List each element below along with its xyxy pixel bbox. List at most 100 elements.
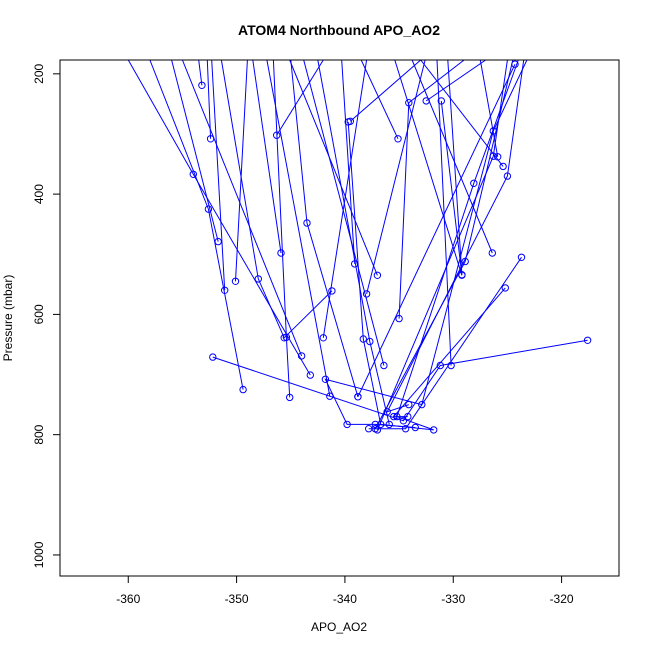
data-point — [411, 423, 419, 432]
data-point — [418, 400, 426, 409]
series-line-29 — [171, 60, 219, 242]
y-tick-label: 200 — [32, 64, 46, 84]
data-point — [399, 417, 408, 425]
series-line-35 — [420, 60, 504, 167]
data-point — [517, 253, 526, 261]
series-line-21 — [349, 60, 422, 122]
data-point — [458, 271, 466, 279]
data-point — [430, 426, 438, 434]
x-tick-label: -350 — [225, 592, 249, 606]
data-point — [306, 371, 314, 379]
series-line-13 — [289, 60, 378, 276]
data-point — [354, 393, 362, 401]
data-point — [326, 392, 334, 400]
data-point — [198, 81, 206, 90]
data-point — [390, 412, 398, 421]
chart-title: ATOM4 Northbound APO_AO2 — [238, 22, 440, 38]
data-point — [511, 60, 519, 68]
data-point — [239, 385, 247, 394]
series-line-1 — [347, 60, 519, 431]
series-line-23 — [360, 60, 399, 140]
y-axis: 200 400 600 800 1000 — [32, 64, 60, 568]
data-point — [254, 275, 262, 283]
series-line-12 — [266, 60, 331, 397]
data-point — [282, 333, 291, 341]
data-point — [321, 375, 330, 383]
data-point — [377, 420, 385, 429]
data-point — [209, 353, 217, 361]
data-point — [501, 284, 509, 292]
data-point — [470, 179, 478, 188]
x-tick-label: -330 — [441, 592, 465, 606]
series-line-24 — [411, 60, 493, 254]
data-point — [277, 249, 285, 257]
data-point — [373, 426, 382, 434]
series-line-15 — [436, 60, 452, 366]
data-point — [394, 135, 402, 143]
series-line-3 — [149, 60, 244, 390]
series-line-38 — [357, 63, 516, 398]
data-point — [383, 408, 391, 416]
data-point — [380, 361, 388, 370]
y-tick-label: 400 — [32, 184, 46, 204]
y-tick-label: 600 — [32, 304, 46, 324]
data-point — [362, 290, 371, 298]
series-line-9 — [272, 60, 291, 398]
data-point — [328, 287, 336, 295]
data-point — [204, 205, 213, 213]
plot-frame — [59, 59, 620, 577]
data-point — [365, 425, 373, 433]
x-tick-label: -360 — [116, 592, 140, 606]
data-point — [393, 412, 401, 421]
data-point — [401, 425, 410, 433]
series-line-30 — [181, 60, 303, 357]
series-line-20 — [425, 60, 486, 102]
data-point — [359, 335, 367, 343]
data-point — [489, 152, 497, 160]
data-point — [319, 334, 327, 342]
series-line-28 — [276, 60, 324, 136]
data-point — [273, 131, 281, 139]
data-point — [405, 400, 413, 409]
plot-points — [189, 60, 592, 434]
x-axis: -360 -350 -340 -330 -320 — [116, 576, 574, 606]
data-point — [488, 249, 496, 257]
data-point — [489, 127, 497, 135]
data-point — [404, 412, 412, 421]
data-point — [231, 277, 240, 285]
data-point — [297, 352, 306, 360]
data-point — [189, 170, 198, 179]
series-line-6 — [317, 60, 390, 425]
series-line-19 — [386, 60, 525, 413]
y-tick-label: 800 — [32, 424, 46, 444]
data-point — [437, 97, 445, 105]
series-line-36 — [447, 60, 463, 275]
series-line-11 — [211, 60, 226, 291]
data-point — [214, 237, 222, 246]
series-line-5 — [212, 339, 588, 422]
data-point — [206, 135, 215, 143]
data-point — [499, 162, 507, 171]
series-line-2 — [394, 60, 463, 276]
data-point — [422, 97, 430, 105]
data-point — [405, 99, 413, 107]
data-point — [503, 172, 512, 180]
series-line-18 — [398, 60, 465, 319]
series-line-17 — [479, 60, 499, 157]
data-point — [286, 393, 294, 402]
data-point — [461, 257, 469, 266]
x-tick-label: -320 — [550, 592, 574, 606]
data-point — [494, 153, 502, 161]
data-point — [373, 271, 382, 279]
y-tick-label: 1000 — [32, 541, 46, 568]
data-point — [346, 117, 354, 126]
series-line-27 — [127, 60, 311, 376]
plot-lines — [127, 60, 588, 431]
data-point — [366, 337, 374, 346]
y-axis-label: Pressure (mbar) — [1, 275, 15, 362]
series-line-31 — [235, 60, 248, 282]
data-point — [436, 361, 444, 370]
x-axis-label: APO_AO2 — [311, 620, 367, 634]
data-point — [351, 260, 359, 268]
